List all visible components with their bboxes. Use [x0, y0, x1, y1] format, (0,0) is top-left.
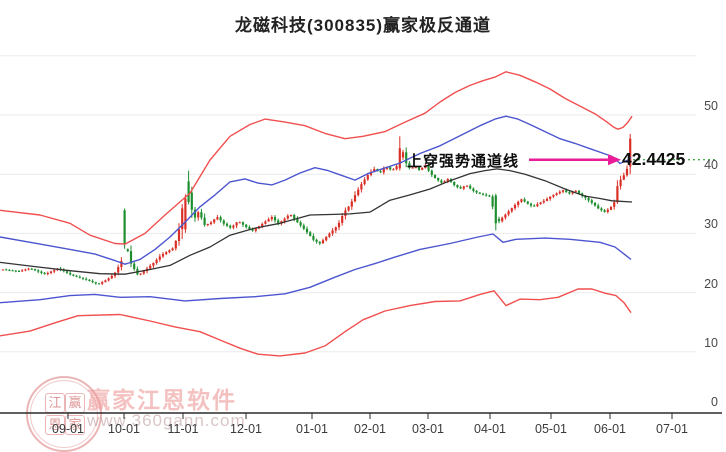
- watermark-seal-logo: 江 赢 恩 家: [26, 376, 102, 452]
- page-title: 龙磁科技(300835)赢家极反通道: [234, 16, 492, 35]
- upper-blue-strong-line: [0, 115, 632, 265]
- annotation-arrow: [529, 154, 621, 166]
- lower-red-channel-line: [0, 288, 632, 357]
- candlesticks: [1, 133, 632, 286]
- lower-blue-weak-line: [0, 233, 632, 304]
- upper-red-channel-line: [0, 71, 633, 245]
- watermark-brand-text: 赢家江恩软件: [87, 387, 237, 413]
- middle-life-line: [0, 168, 633, 275]
- watermark-url-text: www.360gann.com: [87, 411, 246, 430]
- x-axis: [0, 412, 722, 419]
- channel-lines: [0, 71, 633, 357]
- channel-breakout-annotation: 上穿强势通道线: [407, 153, 520, 170]
- grid-lines: [0, 55, 696, 353]
- channel-price-value: 42.4425: [622, 149, 686, 169]
